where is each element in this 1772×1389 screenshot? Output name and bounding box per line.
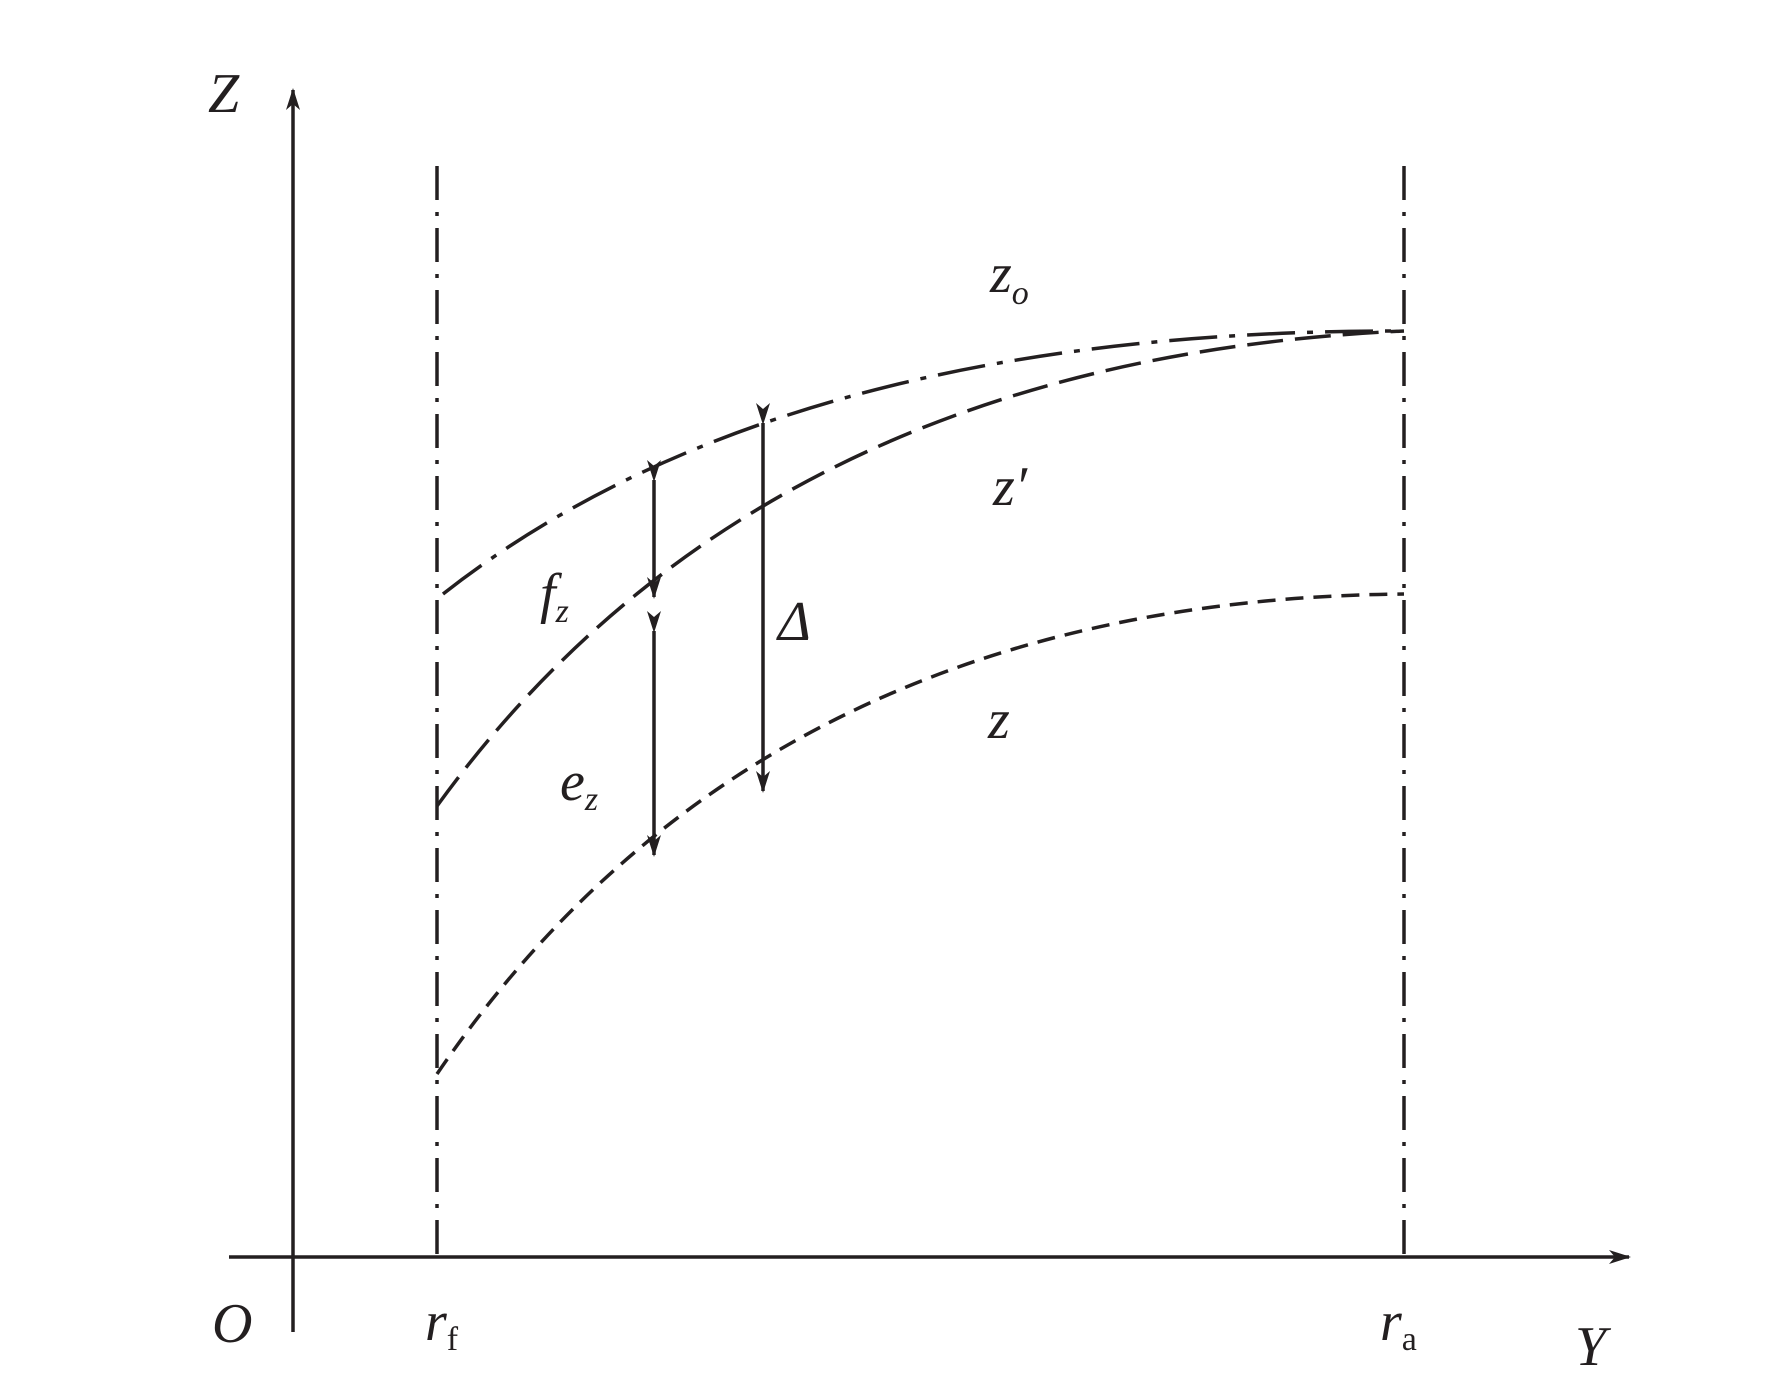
curve-z	[435, 592, 1405, 1075]
z-prime-label: z′	[992, 456, 1028, 518]
delta-label: Δ	[776, 591, 811, 653]
y-axis-label: Y	[1575, 1316, 1612, 1378]
f-z-label: fz	[540, 563, 569, 630]
z-o-label: zo	[989, 243, 1029, 312]
ra-label: ra	[1380, 1291, 1417, 1358]
rf-label: rf	[425, 1291, 459, 1358]
curve-z-o	[441, 329, 1401, 596]
z-label: z	[987, 689, 1010, 751]
e-z-label: ez	[560, 751, 598, 818]
curve-z-prime	[435, 329, 1405, 808]
z-axis-label: Z	[208, 63, 240, 125]
origin-label: O	[212, 1293, 252, 1355]
